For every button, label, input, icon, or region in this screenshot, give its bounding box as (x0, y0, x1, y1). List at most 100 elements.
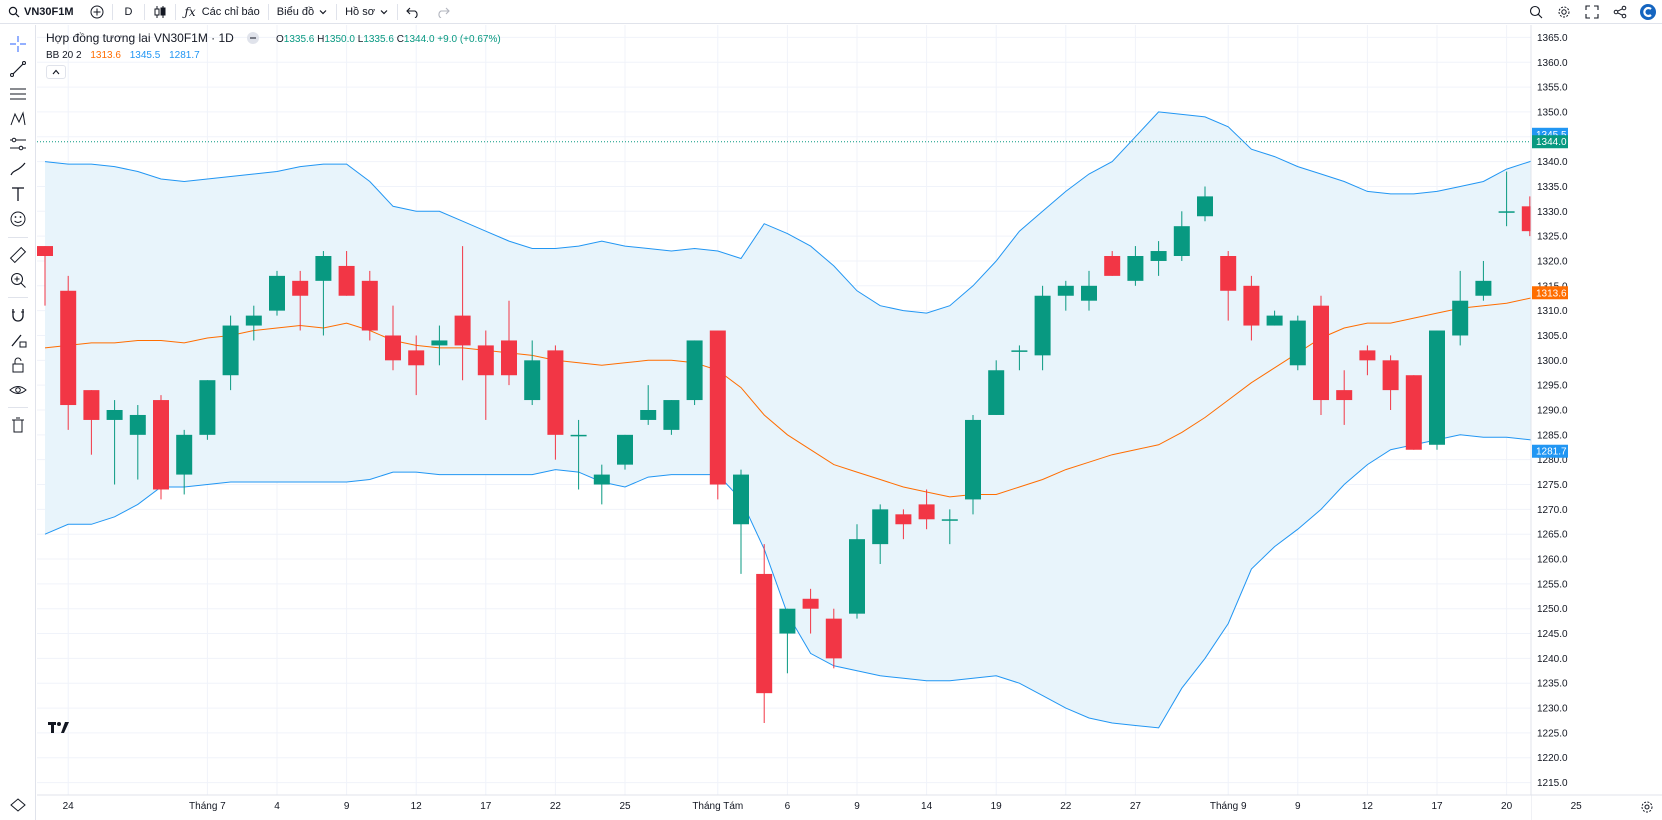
candle[interactable] (37, 246, 53, 306)
fullscreen-button[interactable] (1578, 0, 1606, 24)
candle[interactable] (385, 305, 401, 371)
candle[interactable] (153, 395, 169, 500)
lock-drawing-tool[interactable] (8, 330, 28, 350)
candle[interactable] (222, 315, 239, 391)
redo-button[interactable] (428, 0, 458, 24)
chart-style-button[interactable] (145, 0, 175, 24)
candle[interactable] (1127, 246, 1144, 286)
candle[interactable] (1197, 186, 1213, 222)
candle[interactable] (1313, 295, 1329, 415)
undo-button[interactable] (398, 0, 428, 24)
candle[interactable] (1336, 370, 1353, 425)
candle[interactable] (1081, 270, 1097, 311)
candle[interactable] (199, 380, 216, 440)
candle[interactable] (501, 300, 517, 386)
candle[interactable] (733, 469, 749, 574)
candle[interactable] (408, 335, 425, 396)
visibility-tool[interactable] (8, 380, 28, 400)
candle[interactable] (361, 270, 378, 341)
series-title[interactable]: Hợp đồng tương lai VN30F1M · 1D (46, 31, 234, 45)
candle[interactable] (1034, 285, 1051, 371)
candle[interactable] (524, 340, 541, 406)
candle[interactable] (106, 400, 123, 485)
candle[interactable] (1498, 171, 1515, 227)
candle[interactable] (663, 400, 680, 435)
legend-collapse-button[interactable] (46, 65, 66, 79)
symbol-search[interactable]: VN30F1M (0, 0, 82, 24)
candle[interactable] (431, 325, 448, 366)
candle[interactable] (269, 270, 285, 316)
candle[interactable] (825, 608, 842, 669)
zoom-tool[interactable] (8, 270, 28, 290)
candle[interactable] (1150, 241, 1167, 276)
hide-toolbar-button[interactable] (8, 795, 28, 815)
candle[interactable] (1173, 211, 1190, 261)
candle[interactable] (988, 360, 1005, 415)
candle[interactable] (315, 251, 332, 336)
candle[interactable] (1382, 355, 1399, 410)
icon-tool[interactable] (8, 209, 28, 229)
candle[interactable] (570, 419, 587, 490)
quick-search-button[interactable] (1522, 0, 1550, 24)
candle[interactable] (593, 464, 610, 505)
candle[interactable] (245, 305, 262, 341)
candle[interactable] (1011, 345, 1028, 371)
compare-button[interactable] (82, 0, 112, 24)
candle[interactable] (1104, 251, 1121, 276)
axis-settings-button[interactable] (1640, 800, 1656, 816)
interval-button[interactable]: D (113, 0, 145, 24)
candle[interactable] (129, 405, 146, 480)
candle[interactable] (1243, 275, 1260, 341)
pattern-tool[interactable] (8, 109, 28, 129)
share-button[interactable] (1606, 0, 1634, 24)
text-tool[interactable] (8, 184, 28, 204)
brush-tool[interactable] (8, 159, 28, 179)
legend-menu-icon[interactable] (246, 32, 259, 44)
candle[interactable] (872, 504, 889, 564)
candle[interactable] (338, 251, 355, 296)
candle[interactable] (640, 385, 657, 425)
candle[interactable] (756, 544, 773, 723)
candle[interactable] (1452, 270, 1469, 346)
candle[interactable] (1057, 280, 1074, 311)
indicator-legend[interactable]: BB 20 2 1313.6 1345.5 1281.7 (46, 50, 200, 61)
candle[interactable] (965, 414, 981, 515)
candle[interactable] (849, 524, 865, 619)
candle[interactable] (617, 434, 633, 470)
candle[interactable] (176, 429, 193, 495)
candle[interactable] (60, 275, 77, 430)
candle[interactable] (1266, 310, 1283, 326)
candle[interactable] (1405, 375, 1422, 450)
tradingview-logo[interactable] (48, 720, 70, 738)
lock-all-tool[interactable] (8, 355, 28, 375)
candle[interactable] (1475, 260, 1492, 301)
candle[interactable] (292, 270, 309, 331)
trend-line-tool[interactable] (8, 59, 28, 79)
candle[interactable] (477, 330, 494, 420)
candle[interactable] (1429, 330, 1445, 450)
prediction-tool[interactable] (8, 134, 28, 154)
candle[interactable] (83, 390, 100, 455)
chart-menu-button[interactable]: Biểu đồ (269, 0, 336, 24)
candle[interactable] (895, 509, 912, 540)
measure-tool[interactable] (8, 245, 28, 265)
remove-drawings-tool[interactable] (8, 415, 28, 435)
settings-button[interactable] (1550, 0, 1578, 24)
magnet-tool[interactable] (8, 305, 28, 325)
candle[interactable] (686, 340, 703, 406)
fib-tool[interactable] (8, 84, 28, 104)
indicators-button[interactable]: ƒx Các chỉ báo (176, 0, 267, 24)
candle[interactable] (779, 608, 796, 674)
candle[interactable] (454, 246, 471, 381)
candle[interactable] (802, 588, 819, 634)
candle[interactable] (547, 345, 564, 460)
candle[interactable] (941, 509, 958, 545)
candle[interactable] (1220, 251, 1237, 321)
candle[interactable] (709, 330, 726, 500)
candle[interactable] (918, 489, 935, 530)
profile-menu-button[interactable]: Hồ sơ (337, 0, 397, 24)
candle[interactable] (1289, 315, 1306, 371)
candle[interactable] (1359, 345, 1376, 376)
crosshair-tool[interactable] (8, 34, 28, 54)
